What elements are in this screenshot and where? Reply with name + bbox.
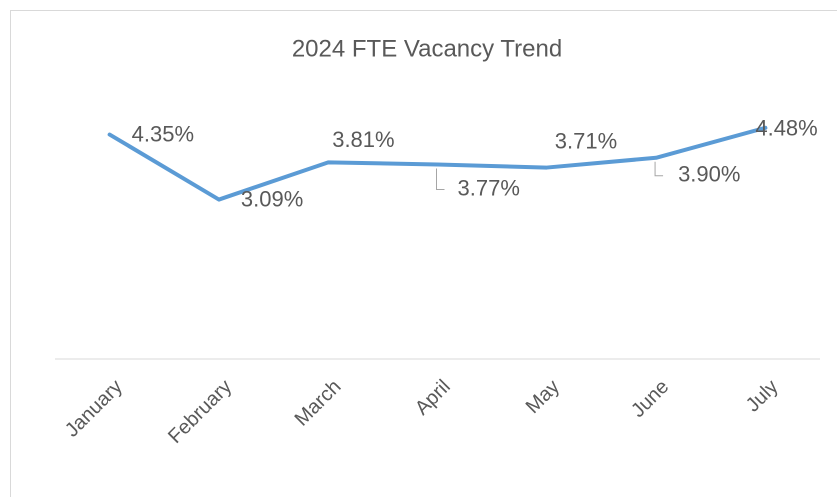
data-label: 3.90% bbox=[678, 162, 740, 187]
leader-line bbox=[436, 168, 445, 190]
data-label: 3.81% bbox=[332, 127, 394, 152]
data-label: 4.48% bbox=[755, 116, 817, 141]
chart-border bbox=[10, 10, 837, 497]
data-label: 3.77% bbox=[458, 175, 520, 200]
data-line bbox=[107, 125, 768, 202]
leader-line bbox=[654, 161, 664, 177]
data-label: 4.35% bbox=[132, 121, 194, 146]
chart-title: 2024 FTE Vacancy Trend bbox=[292, 35, 562, 62]
data-label: 3.09% bbox=[241, 186, 303, 211]
data-label: 3.71% bbox=[555, 128, 617, 153]
